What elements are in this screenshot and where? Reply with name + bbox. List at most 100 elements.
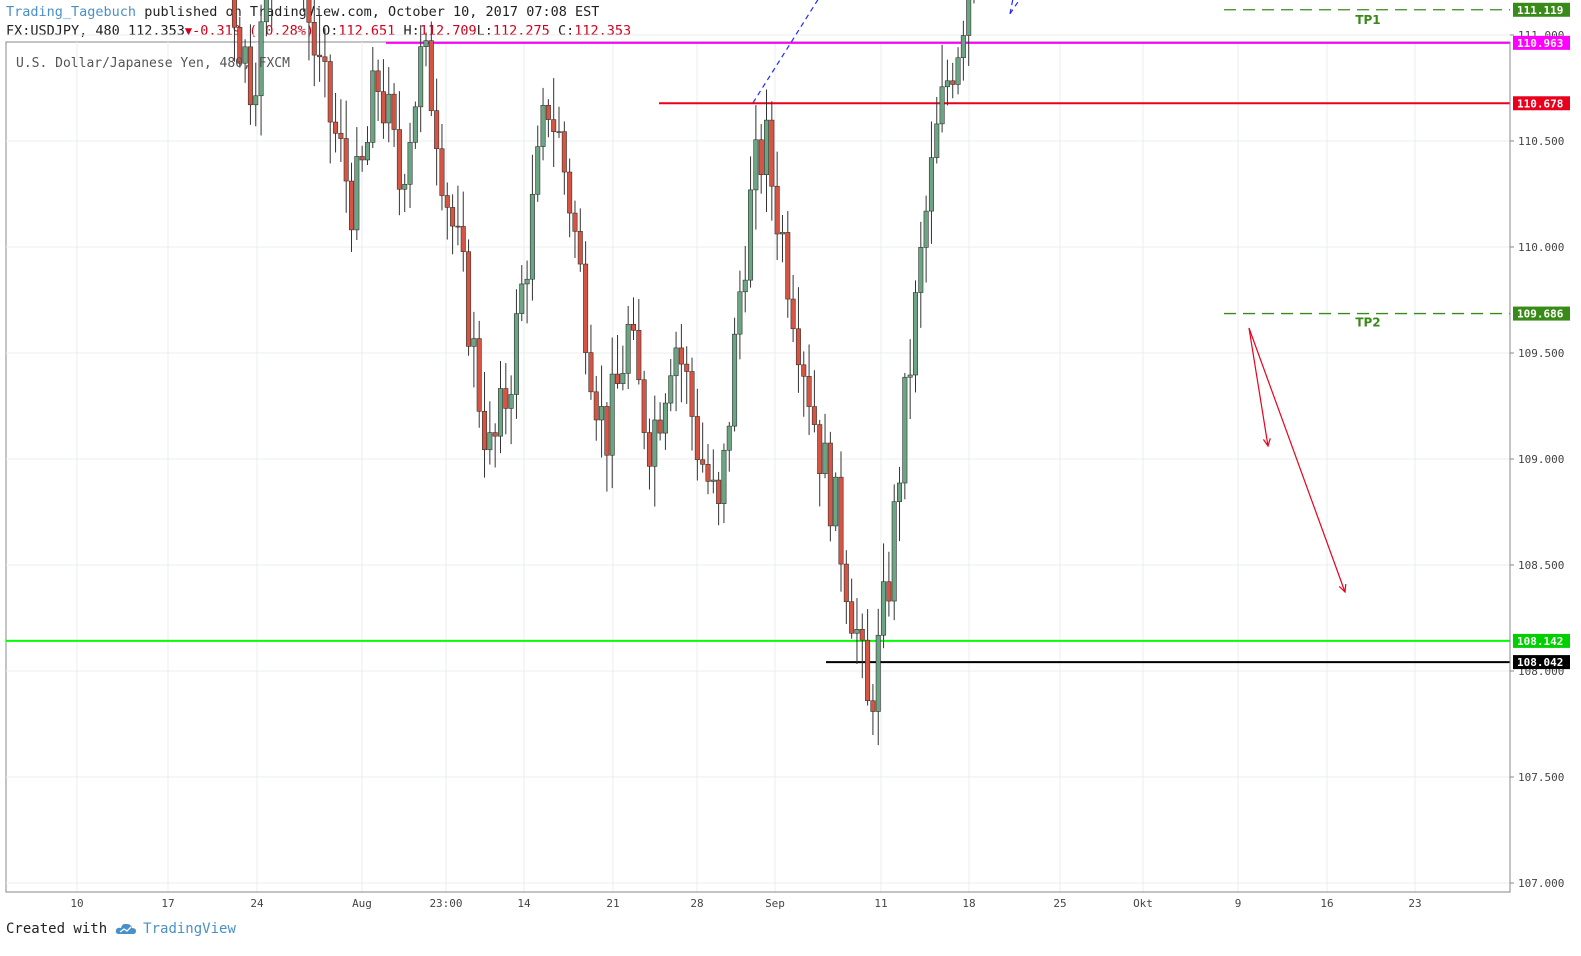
candle-body <box>497 388 503 437</box>
time-tick-label: 9 <box>1235 897 1242 910</box>
candle-body <box>694 416 700 461</box>
candle-body <box>535 146 541 195</box>
candle-body <box>854 629 860 634</box>
time-tick-label: 10 <box>70 897 83 910</box>
candle-body <box>540 105 546 147</box>
candle-body <box>545 105 551 120</box>
time-tick-label: 21 <box>606 897 619 910</box>
time-tick-label: 25 <box>1053 897 1066 910</box>
tradingview-cloud-icon <box>115 923 137 934</box>
price-label-bg <box>1513 35 1570 50</box>
price-label-bg <box>1513 2 1570 17</box>
price-axis-bg <box>1510 42 1581 892</box>
time-tick-label: Aug <box>352 897 372 910</box>
candle-body <box>758 139 764 176</box>
price-label: 108.142 <box>1517 635 1563 648</box>
price-tick-label: 109.500 <box>1518 347 1564 360</box>
candle-body <box>492 432 498 437</box>
candle-body <box>646 432 652 467</box>
candle-body <box>960 35 966 59</box>
candle-body <box>827 442 833 527</box>
candle-body <box>716 479 722 504</box>
candle-body <box>466 251 472 347</box>
time-tick-label: Okt <box>1133 897 1153 910</box>
candle-body <box>247 46 253 106</box>
time-tick-label: 14 <box>517 897 531 910</box>
candle-body <box>343 138 349 182</box>
publisher-link[interactable]: Trading_Tagebuch <box>6 4 137 20</box>
candle-body <box>482 410 488 451</box>
candle-body <box>242 46 248 64</box>
candle-body <box>444 195 450 208</box>
candle-body <box>572 212 578 232</box>
tradingview-link[interactable]: TradingView <box>115 921 236 937</box>
candle-body <box>396 129 402 190</box>
candle-body <box>354 156 360 231</box>
candle-body <box>838 476 844 565</box>
candle-body <box>689 371 695 417</box>
annotation-label: TP1 <box>1355 13 1380 27</box>
candle-body <box>801 364 807 377</box>
price-tick-label: 109.000 <box>1518 453 1564 466</box>
candle-body <box>524 278 530 285</box>
candle-body <box>364 142 370 161</box>
candle-body <box>349 180 355 231</box>
candle-body <box>662 402 668 434</box>
candle-body <box>237 26 243 64</box>
candle-body <box>934 123 940 158</box>
candle-body <box>939 86 945 125</box>
candle-body <box>519 283 525 314</box>
arrow-to-tp1-head <box>1262 438 1271 448</box>
candle-body <box>620 373 626 384</box>
candle-body <box>907 374 913 378</box>
candle-body <box>918 247 924 293</box>
price-label-bg <box>1513 96 1570 111</box>
down-arrow-icon: ▼ <box>184 24 193 38</box>
candle-body <box>407 142 413 185</box>
arrow-to-tp1 <box>1248 327 1269 447</box>
publish-line: Trading_Tagebuch published on TradingVie… <box>6 4 599 20</box>
tradingview-brand: TradingView <box>143 921 236 937</box>
candle-body <box>897 482 903 502</box>
candle-body <box>881 581 887 636</box>
candle-body <box>487 432 493 451</box>
candle-body <box>843 563 849 602</box>
candle-body <box>795 328 801 366</box>
candle-body <box>599 406 605 421</box>
candle-body <box>673 347 679 377</box>
candle-body <box>721 449 727 504</box>
candle-body <box>263 0 269 23</box>
candle-body <box>604 406 610 456</box>
candle-body <box>311 22 317 56</box>
candle-body <box>902 376 908 484</box>
candle-body <box>668 375 674 404</box>
time-tick-label: 11 <box>874 897 887 910</box>
candle-body <box>859 629 865 641</box>
candle-body <box>588 352 594 393</box>
candle-body <box>333 121 339 134</box>
candle-body <box>434 110 440 150</box>
candle-body <box>753 139 759 191</box>
candle-body <box>811 406 817 425</box>
candle-body <box>737 291 743 335</box>
candle-body <box>870 700 876 712</box>
candle-body <box>577 231 583 265</box>
candle-body <box>710 479 716 482</box>
candle-body <box>471 338 477 347</box>
horizontal-lines <box>6 9 1510 664</box>
candle-body <box>513 313 519 395</box>
candle-body <box>439 148 445 196</box>
drawings: STOP LOSSSELLTP1TP2 <box>752 0 1381 594</box>
candle-body <box>370 70 376 143</box>
candle-body <box>817 424 823 474</box>
candle-body <box>928 157 934 212</box>
time-axis[interactable]: 10 17 24 Aug 23:00 14 21 28 Sep 11 18 25 Okt 9 16 23 <box>70 897 1421 910</box>
candle-body <box>732 333 738 427</box>
candle-body <box>327 61 333 123</box>
candle-body <box>253 95 259 106</box>
annotation-label: TP2 <box>1355 316 1380 330</box>
candle-body <box>785 232 791 300</box>
candle-body <box>402 183 408 190</box>
candle-body <box>338 132 344 139</box>
